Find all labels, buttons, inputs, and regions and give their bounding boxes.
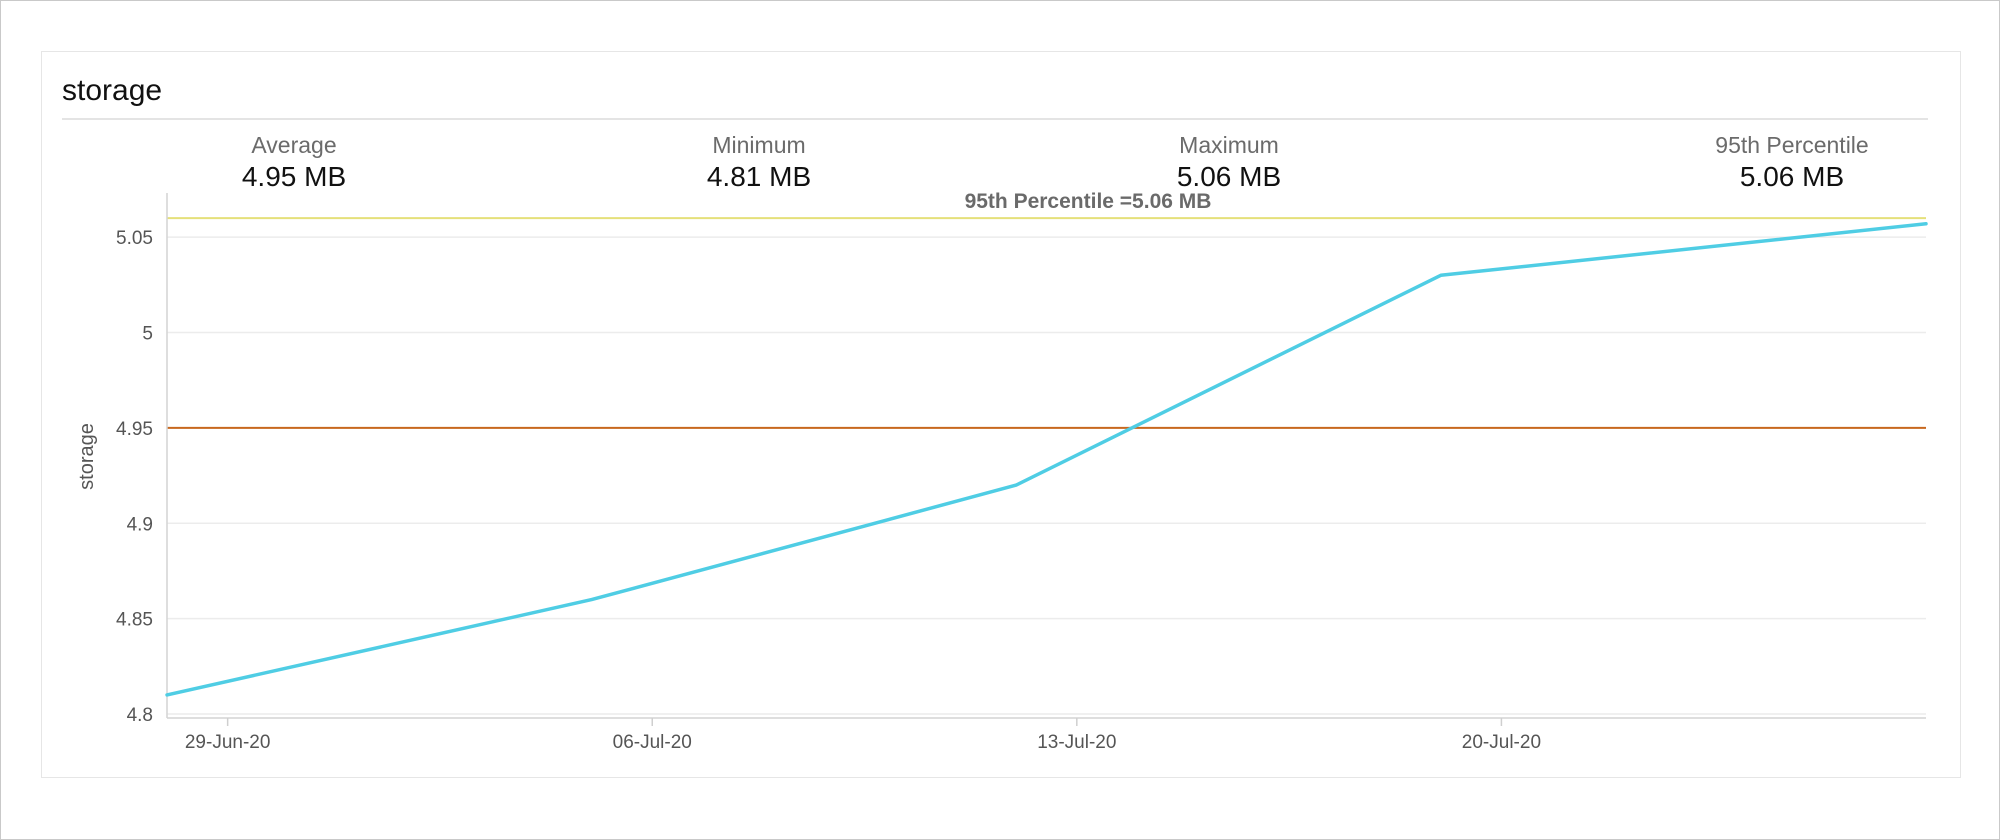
y-tick-label: 5.05 [116, 228, 153, 249]
y-tick-label: 4.95 [116, 419, 153, 440]
axis-labels: 4.8 4.85 4.9 4.95 5 5.05 95th Percentile =5.06… [76, 190, 1541, 753]
stat-average-value: 4.95 MB [241, 161, 347, 192]
y-tick-label: 4.8 [127, 705, 153, 726]
x-tick-label: 06-Jul-20 [613, 732, 692, 753]
x-tick-label: 13-Jul-20 [1037, 732, 1116, 753]
reference-line-label: 95th Percentile =5.06 MB [965, 190, 1212, 213]
panel-title: storage [62, 74, 163, 107]
x-tick-label: 20-Jul-20 [1462, 732, 1541, 753]
grid-lines [167, 236, 1926, 715]
series [165, 222, 1928, 697]
stat-95th-percentile-label: 95th Percentile [1715, 132, 1869, 158]
reference-lines [167, 217, 1926, 429]
stat-minimum: Minimum 4.81 MB [629, 130, 889, 194]
x-tick-label: 29-Jun-20 [185, 732, 271, 753]
stat-average: Average 4.95 MB [164, 130, 424, 194]
stat-minimum-label: Minimum [712, 132, 806, 158]
stat-95th-percentile: 95th Percentile 5.06 MB [1662, 130, 1922, 194]
y-tick-label: 5 [142, 324, 153, 345]
stat-maximum-value: 5.06 MB [1176, 161, 1282, 192]
stat-95th-percentile-value: 5.06 MB [1739, 161, 1845, 192]
axes [166, 193, 1926, 726]
stat-maximum-label: Maximum [1179, 132, 1279, 158]
storage-series-line [165, 222, 1928, 697]
y-tick-label: 4.9 [127, 514, 153, 535]
stat-average-label: Average [251, 132, 337, 158]
title-divider [62, 118, 1928, 120]
stat-minimum-value: 4.81 MB [706, 161, 812, 192]
stat-maximum: Maximum 5.06 MB [1099, 130, 1359, 194]
y-tick-label: 4.85 [116, 610, 153, 631]
y-axis-title: storage [76, 423, 98, 490]
storage-panel: storage Average 4.95 MB Minimum 4.81 MB … [41, 51, 1961, 778]
